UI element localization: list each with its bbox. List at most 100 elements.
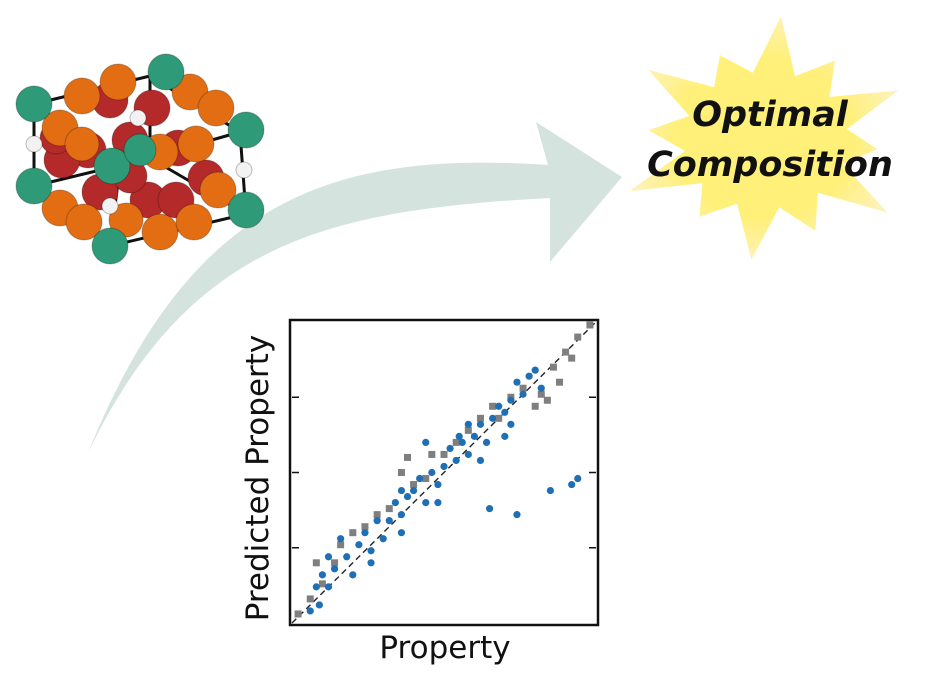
- atom-orange: [197, 89, 235, 127]
- atom-orange: [175, 203, 213, 241]
- data-point-square: [543, 396, 551, 404]
- data-point-circle: [513, 378, 521, 386]
- data-point-square: [519, 384, 527, 392]
- atom-orange: [108, 202, 144, 238]
- data-point-circle: [507, 396, 515, 404]
- atom-green: [15, 167, 53, 205]
- data-point-circle: [379, 535, 387, 543]
- data-point-square: [404, 453, 412, 461]
- atom-green: [93, 147, 131, 185]
- data-point-circle: [355, 541, 363, 549]
- data-point-circle: [397, 511, 406, 519]
- data-point-square: [464, 426, 472, 434]
- data-point-square: [318, 580, 326, 588]
- data-point-square: [294, 610, 302, 618]
- lattice-atoms: [15, 53, 265, 265]
- data-point-circle: [403, 492, 412, 501]
- data-point-square: [574, 333, 582, 341]
- plot-points: [294, 321, 594, 618]
- data-point-circle: [476, 420, 485, 428]
- atom-orange: [199, 171, 237, 209]
- curved-arrow: [88, 122, 622, 453]
- y-axis-label: Predicted Property: [240, 334, 276, 622]
- data-point-circle: [525, 372, 533, 380]
- data-point-square: [452, 438, 460, 446]
- data-point-circle: [464, 450, 472, 459]
- data-point-square: [349, 529, 357, 537]
- data-point-circle: [337, 535, 345, 543]
- atom-white: [101, 197, 119, 215]
- atom-green: [147, 53, 185, 91]
- data-point-circle: [324, 553, 333, 561]
- optimal-composition-label: Optimal Composition: [615, 90, 925, 190]
- atom-white: [235, 161, 253, 179]
- data-point-square: [556, 378, 564, 386]
- data-point-circle: [361, 529, 369, 537]
- data-point-circle: [385, 517, 393, 525]
- parity-line: [291, 321, 597, 624]
- data-point-circle: [519, 390, 527, 398]
- data-point-circle: [537, 384, 545, 392]
- atom-green: [227, 191, 265, 229]
- data-point-circle: [434, 499, 442, 507]
- data-point-circle: [306, 607, 314, 615]
- atom-green: [91, 227, 129, 265]
- data-point-circle: [391, 499, 399, 507]
- data-point-circle: [470, 432, 478, 440]
- data-point-circle: [531, 366, 539, 374]
- data-point-square: [537, 390, 545, 398]
- data-point-circle: [458, 438, 466, 446]
- data-point-square: [562, 348, 570, 356]
- data-point-square: [476, 414, 484, 422]
- data-point-square: [337, 541, 345, 549]
- data-point-circle: [373, 517, 381, 525]
- atom-green: [227, 111, 265, 149]
- atom-orange: [63, 77, 101, 115]
- data-point-circle: [476, 456, 485, 465]
- atom-orange: [65, 203, 103, 241]
- data-point-circle: [367, 559, 375, 567]
- data-point-square: [373, 511, 381, 519]
- data-point-circle: [312, 583, 320, 591]
- data-point-circle: [568, 480, 576, 489]
- data-point-circle: [446, 444, 454, 453]
- data-point-circle: [318, 571, 326, 579]
- atom-orange: [99, 63, 137, 101]
- data-point-square: [306, 595, 314, 603]
- x-axis-label: Property: [379, 630, 511, 666]
- data-point-square: [489, 402, 497, 410]
- data-point-square: [440, 450, 448, 458]
- data-point-circle: [455, 432, 463, 440]
- data-point-square: [549, 363, 557, 371]
- data-point-circle: [434, 480, 442, 489]
- starburst: [629, 16, 899, 260]
- data-point-square: [397, 469, 405, 476]
- atom-green: [15, 85, 53, 123]
- atom-white: [129, 109, 147, 127]
- data-point-square: [422, 475, 430, 483]
- atom-green: [123, 133, 157, 167]
- atom-orange: [64, 126, 100, 162]
- data-point-circle: [422, 438, 430, 446]
- crystal-structure: [15, 53, 265, 265]
- data-point-circle: [397, 529, 406, 537]
- parity-plot: [288, 318, 600, 627]
- data-point-square: [428, 450, 436, 458]
- plot-ticks: [292, 396, 596, 549]
- data-point-circle: [324, 583, 333, 591]
- data-point-circle: [464, 420, 472, 428]
- data-point-square: [410, 481, 418, 489]
- data-point-circle: [440, 462, 448, 471]
- data-point-square: [312, 559, 320, 567]
- data-point-square: [385, 505, 393, 513]
- data-point-circle: [513, 511, 521, 519]
- data-point-circle: [489, 414, 497, 422]
- data-point-circle: [546, 486, 555, 495]
- data-point-circle: [507, 420, 515, 428]
- data-point-circle: [501, 432, 509, 440]
- data-point-square: [361, 523, 369, 531]
- data-point-circle: [315, 601, 323, 609]
- atom-orange: [177, 125, 215, 163]
- atom-white: [25, 135, 43, 153]
